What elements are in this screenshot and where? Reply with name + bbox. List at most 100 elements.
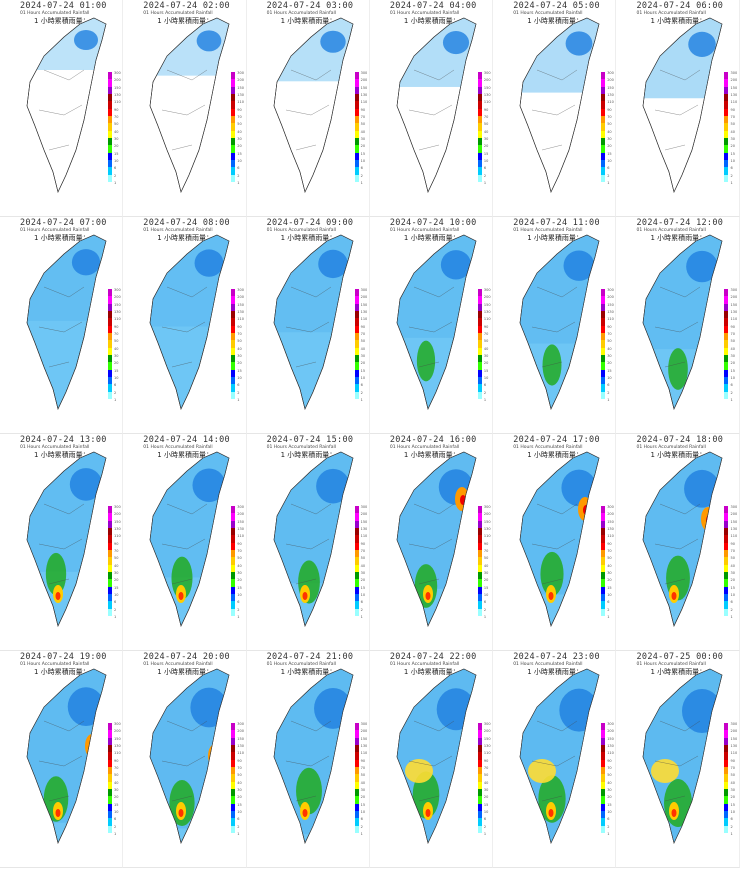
colorbar-label: 90 xyxy=(730,758,735,763)
colorbar-label: 6 xyxy=(483,600,487,605)
colorbar-label: 50 xyxy=(730,122,735,127)
colorbar-label: 6 xyxy=(483,383,487,388)
colorbar-swatch xyxy=(724,340,729,348)
colorbar-label: 30 xyxy=(730,787,735,792)
panel-subtitle: 01 Hours Accumulated Rainfall xyxy=(636,11,706,16)
colorbar-swatch xyxy=(231,159,236,168)
colorbar-label: 300 xyxy=(237,722,244,726)
colorbar-label: 30 xyxy=(607,353,612,358)
colorbar xyxy=(601,506,606,616)
colorbar-swatch xyxy=(354,542,359,550)
colorbar-swatch xyxy=(231,579,236,587)
colorbar-swatch xyxy=(108,542,112,550)
colorbar-label: 150 xyxy=(360,85,368,90)
colorbar-label: 6 xyxy=(607,383,610,388)
colorbar-swatch xyxy=(601,520,606,528)
panel-timestamp: 2024-07-24 11:00 xyxy=(513,218,600,228)
rainfall-map-panel: 2024-07-24 08:00 01 Hours Accumulated Ra… xyxy=(123,217,247,434)
legend-title: 1 小時累積雨量： xyxy=(34,17,90,25)
colorbar-swatch xyxy=(601,723,606,731)
colorbar-swatch xyxy=(724,325,729,333)
colorbar-swatch xyxy=(724,289,729,297)
colorbar-swatch xyxy=(724,123,729,131)
colorbar-label: 1 xyxy=(360,397,363,402)
colorbar-label: 110 xyxy=(730,534,738,539)
colorbar-label: 10 xyxy=(483,592,489,597)
colorbar-label: 10 xyxy=(237,592,242,597)
colorbar-label: 1 xyxy=(114,180,117,185)
colorbar-swatch xyxy=(601,825,606,833)
colorbar-label: 90 xyxy=(607,107,612,112)
colorbar-label: 200 xyxy=(483,512,491,517)
colorbar-label: 10 xyxy=(483,375,489,380)
colorbar-swatch xyxy=(724,593,729,602)
colorbar-label: 15 xyxy=(237,368,242,373)
rainfall-map-panel: 2024-07-24 05:00 01 Hours Accumulated Ra… xyxy=(493,0,617,217)
colorbar-swatch xyxy=(477,289,482,297)
colorbar-swatch xyxy=(108,167,112,175)
colorbar-label: 2 xyxy=(607,824,610,829)
colorbar-label: 300 xyxy=(730,288,738,292)
colorbar-label: 200 xyxy=(607,729,614,734)
colorbar-swatch xyxy=(477,115,482,124)
colorbar-swatch xyxy=(477,527,482,536)
colorbar-swatch xyxy=(231,520,236,528)
colorbar-label: 6 xyxy=(730,383,733,388)
colorbar-label: 2 xyxy=(483,824,487,829)
colorbar-swatch xyxy=(231,810,236,819)
colorbar-swatch xyxy=(354,810,359,819)
panel-subtitle: 01 Hours Accumulated Rainfall xyxy=(143,662,213,667)
colorbar-swatch xyxy=(108,101,112,109)
colorbar-label: 2 xyxy=(730,390,733,395)
colorbar-label: 300 xyxy=(114,71,121,75)
colorbar-label: 30 xyxy=(360,787,366,792)
colorbar-label: 200 xyxy=(483,78,491,83)
colorbar-swatch xyxy=(231,391,236,399)
colorbar-swatch xyxy=(354,759,359,767)
colorbar-swatch xyxy=(477,86,482,94)
legend-title: 1 小時累積雨量： xyxy=(280,451,337,459)
rainfall-map-panel: 2024-07-24 23:00 01 Hours Accumulated Ra… xyxy=(493,651,617,868)
colorbar-label: 6 xyxy=(730,600,733,605)
colorbar-swatch xyxy=(354,101,359,109)
colorbar-swatch xyxy=(477,376,482,385)
colorbar-swatch xyxy=(477,354,482,363)
colorbar-labels: 300 200 150 130 110 90 70 50 40 30 20 15 10 6 2 1 xyxy=(484,721,491,838)
colorbar-label: 40 xyxy=(360,563,366,568)
colorbar-swatch xyxy=(231,384,236,392)
colorbar xyxy=(477,723,482,833)
colorbar-label: 10 xyxy=(114,375,119,380)
legend-title: 1 小時累積雨量： xyxy=(650,451,707,459)
colorbar-swatch xyxy=(724,766,729,775)
colorbar-swatch xyxy=(108,93,112,102)
colorbar-swatch xyxy=(724,557,729,565)
colorbar-label: 300 xyxy=(360,288,368,292)
colorbar-swatch xyxy=(108,781,112,789)
colorbar-label: 130 xyxy=(483,309,491,314)
taiwan-rainfall-map xyxy=(26,234,107,410)
colorbar-swatch xyxy=(231,123,236,131)
colorbar-label: 20 xyxy=(114,578,119,583)
colorbar-swatch xyxy=(108,549,112,558)
colorbar-label: 200 xyxy=(360,729,368,734)
colorbar-swatch xyxy=(354,608,359,616)
rainfall-map-panel: 2024-07-24 20:00 01 Hours Accumulated Ra… xyxy=(123,651,247,868)
colorbar-swatch xyxy=(108,384,112,392)
colorbar-swatch xyxy=(108,310,112,319)
colorbar-swatch xyxy=(354,818,359,826)
colorbar-label: 90 xyxy=(114,758,119,763)
colorbar-label: 300 xyxy=(607,722,614,726)
colorbar-label: 10 xyxy=(730,592,735,597)
colorbar-swatch xyxy=(354,108,359,116)
colorbar-label: 70 xyxy=(237,548,242,553)
taiwan-rainfall-map xyxy=(273,17,353,193)
colorbar-label: 70 xyxy=(360,765,366,770)
colorbar-label: 90 xyxy=(483,541,489,546)
colorbar-swatch xyxy=(231,108,236,116)
colorbar-swatch xyxy=(354,752,359,760)
colorbar-label: 200 xyxy=(607,295,614,300)
colorbar-swatch xyxy=(724,303,729,311)
colorbar-label: 10 xyxy=(730,158,735,163)
colorbar-swatch xyxy=(724,369,729,377)
colorbar-label: 300 xyxy=(360,722,368,726)
